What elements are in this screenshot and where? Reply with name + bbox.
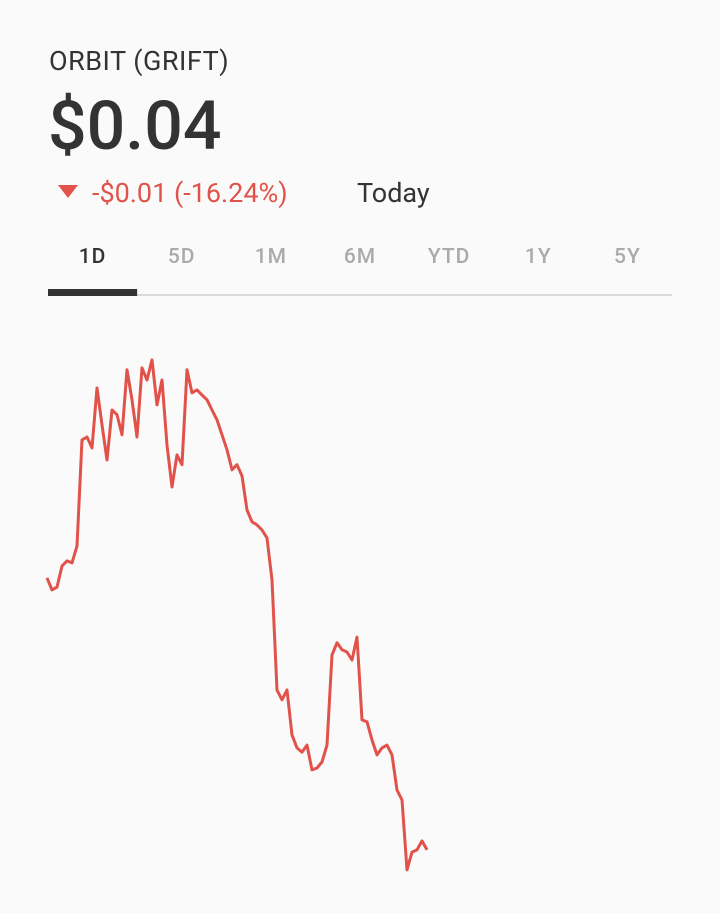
price: $0.04: [48, 86, 222, 166]
range-tab[interactable]: YTD: [428, 245, 471, 269]
range-tab[interactable]: 5Y: [614, 245, 641, 269]
range-tab[interactable]: 6M: [344, 245, 376, 269]
down-arrow-icon: [58, 185, 78, 198]
selected-tab-indicator: [48, 289, 138, 296]
range-tab[interactable]: 1D: [79, 245, 107, 269]
range-tab[interactable]: 1Y: [525, 245, 552, 269]
ticker: ORBIT (GRIFT): [49, 45, 229, 77]
range-tab[interactable]: 5D: [168, 245, 196, 269]
price-line: [45, 358, 429, 872]
range-tab[interactable]: 1M: [255, 245, 287, 269]
price-change: -$0.01 (-16.24%): [92, 177, 288, 209]
change-period: Today: [357, 177, 430, 209]
